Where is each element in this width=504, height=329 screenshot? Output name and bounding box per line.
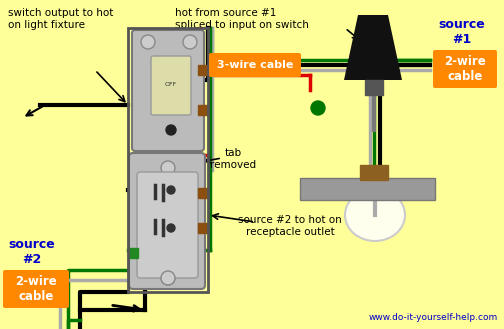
Circle shape xyxy=(161,271,175,285)
Circle shape xyxy=(166,125,176,135)
Circle shape xyxy=(167,224,175,232)
Circle shape xyxy=(311,101,325,115)
Circle shape xyxy=(141,35,155,49)
Text: source
#1: source #1 xyxy=(438,18,485,46)
Bar xyxy=(198,188,208,198)
Bar xyxy=(360,165,388,180)
Circle shape xyxy=(162,264,174,276)
FancyBboxPatch shape xyxy=(209,53,301,77)
FancyBboxPatch shape xyxy=(132,30,204,151)
Text: source
#2: source #2 xyxy=(9,238,55,266)
Text: www.do-it-yourself-help.com: www.do-it-yourself-help.com xyxy=(369,313,498,322)
Text: hot from source #1
spliced to input on switch: hot from source #1 spliced to input on s… xyxy=(175,8,309,30)
FancyBboxPatch shape xyxy=(3,270,69,308)
Polygon shape xyxy=(344,15,402,80)
Circle shape xyxy=(161,161,175,175)
Text: source #2 to hot on
receptacle outlet: source #2 to hot on receptacle outlet xyxy=(238,215,342,237)
Bar xyxy=(198,223,208,233)
Bar xyxy=(128,248,138,258)
Circle shape xyxy=(183,35,197,49)
Text: switch output to hot
on light fixture: switch output to hot on light fixture xyxy=(8,8,113,30)
Ellipse shape xyxy=(345,189,405,241)
Bar xyxy=(198,65,208,75)
Text: 3-wire cable: 3-wire cable xyxy=(217,60,293,70)
FancyBboxPatch shape xyxy=(129,153,205,289)
FancyBboxPatch shape xyxy=(433,50,497,88)
Text: 2-wire
cable: 2-wire cable xyxy=(15,275,57,303)
FancyBboxPatch shape xyxy=(137,172,198,278)
Bar xyxy=(365,80,383,95)
Circle shape xyxy=(161,271,175,285)
Bar xyxy=(300,178,435,200)
Text: 2-wire
cable: 2-wire cable xyxy=(444,55,486,83)
Bar xyxy=(128,28,208,292)
Text: OFF: OFF xyxy=(165,83,177,88)
Circle shape xyxy=(167,186,175,194)
Text: tab
removed: tab removed xyxy=(210,148,256,170)
FancyBboxPatch shape xyxy=(151,56,191,115)
Bar xyxy=(198,105,208,115)
